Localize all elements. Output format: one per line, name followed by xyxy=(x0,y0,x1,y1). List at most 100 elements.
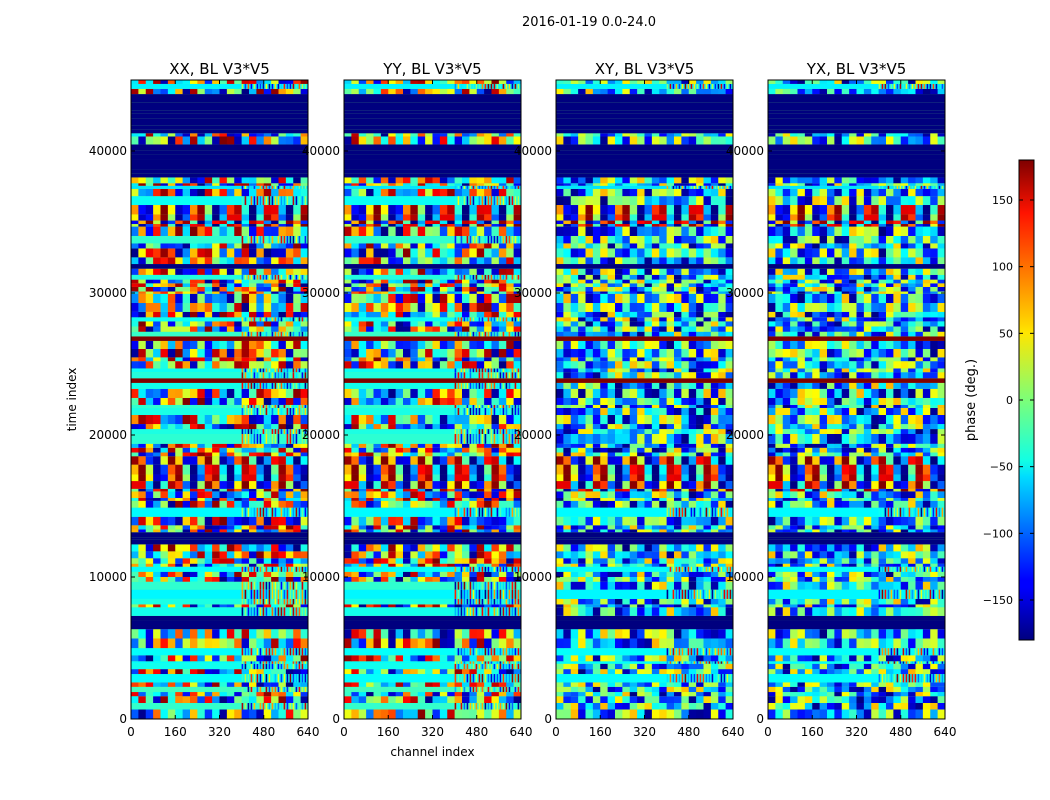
heatmap-cell xyxy=(373,224,382,227)
heatmap-cell xyxy=(265,686,268,693)
heatmap-cell xyxy=(666,589,669,599)
heatmap-cell xyxy=(219,464,228,475)
heatmap-cell xyxy=(432,692,441,697)
heatmap-cell xyxy=(475,686,478,693)
heatmap-cell xyxy=(263,286,272,292)
heatmap-cell xyxy=(496,607,499,616)
heatmap-cell xyxy=(388,491,397,499)
heatmap-cell xyxy=(241,648,244,656)
heatmap-cell xyxy=(219,669,228,675)
heatmap-cell xyxy=(380,226,389,236)
heatmap-cell xyxy=(570,682,579,687)
heatmap-cell xyxy=(651,551,660,559)
heatmap-band xyxy=(344,663,521,670)
heatmap-band xyxy=(344,378,521,383)
heatmap-cell xyxy=(460,407,463,416)
heatmap-cell xyxy=(432,551,441,559)
heatmap-cell xyxy=(244,331,247,337)
heatmap-cell xyxy=(301,331,304,337)
heatmap-cell xyxy=(718,598,727,605)
heatmap-cell xyxy=(175,516,184,526)
heatmap-cell xyxy=(681,661,684,664)
heatmap-cell xyxy=(491,692,500,697)
heatmap-cell xyxy=(600,638,609,649)
heatmap-cell xyxy=(513,629,521,639)
heatmap-cell xyxy=(410,498,419,501)
heatmap-cell xyxy=(262,589,265,599)
heatmap-cell xyxy=(703,544,712,552)
heatmap-cell xyxy=(285,456,294,465)
heatmap-cell xyxy=(300,321,308,327)
heatmap-cell xyxy=(476,669,485,675)
heatmap-cell xyxy=(723,674,726,683)
heatmap-cell xyxy=(263,696,272,703)
heatmap-cell xyxy=(681,696,690,703)
heatmap-cell xyxy=(629,544,638,552)
heatmap-cell xyxy=(513,709,521,719)
heatmap-cell xyxy=(241,686,244,693)
heatmap-cell xyxy=(439,571,448,577)
heatmap-cell xyxy=(439,357,448,362)
heatmap-cell xyxy=(506,177,515,184)
heatmap-cell xyxy=(629,563,638,567)
heatmap-cell xyxy=(454,692,463,697)
heatmap-cell xyxy=(278,491,287,499)
heatmap-cell xyxy=(380,696,389,703)
heatmap-cell xyxy=(182,529,191,533)
heatmap-cell xyxy=(725,558,733,564)
heatmap-cell xyxy=(131,516,139,526)
heatmap-cell xyxy=(241,481,250,489)
heatmap-cell xyxy=(476,188,485,197)
heatmap-cell xyxy=(425,183,433,186)
heatmap-cell xyxy=(447,576,456,582)
heatmap-cell xyxy=(432,443,441,448)
heatmap-cell xyxy=(699,661,702,664)
heatmap-cell xyxy=(484,397,492,405)
heatmap-cell xyxy=(457,581,460,590)
heatmap-cell xyxy=(351,551,360,559)
heatmap-cell xyxy=(241,303,250,312)
heatmap-cell xyxy=(454,183,463,186)
heatmap-cell xyxy=(578,696,586,703)
heatmap-cell xyxy=(277,674,280,683)
heatmap-cell xyxy=(460,235,463,244)
heatmap-cell xyxy=(578,604,586,608)
heatmap-cell xyxy=(190,452,198,457)
heatmap-cell xyxy=(268,663,271,670)
heatmap-cell xyxy=(505,382,508,389)
heatmap-cell xyxy=(278,558,287,564)
heatmap-cell xyxy=(454,317,457,322)
heatmap-cell xyxy=(249,311,257,318)
heatmap-cell xyxy=(462,655,470,662)
heatmap-cell xyxy=(278,248,287,258)
heatmap-cell xyxy=(263,629,272,639)
heatmap-cell xyxy=(160,516,169,526)
heatmap-cell xyxy=(301,607,304,616)
heatmap-cell xyxy=(454,136,463,145)
heatmap-cell xyxy=(462,388,470,398)
heatmap-cell xyxy=(457,433,460,444)
heatmap-cell xyxy=(167,544,176,552)
heatmap-cell xyxy=(263,183,272,186)
heatmap-cell xyxy=(145,243,154,249)
heatmap-cell xyxy=(351,500,360,508)
heatmap-cell xyxy=(256,424,265,430)
heatmap-cell xyxy=(358,183,367,186)
heatmap-cell xyxy=(234,311,243,318)
heatmap-cell xyxy=(293,279,302,284)
heatmap-cell xyxy=(469,279,478,284)
y-tick-label: 30000 xyxy=(89,286,127,300)
heatmap-cell xyxy=(493,185,496,189)
heatmap-cell xyxy=(241,268,250,275)
heatmap-cell xyxy=(285,397,294,405)
heatmap-cell xyxy=(153,321,161,327)
heatmap-cell xyxy=(226,669,235,675)
heatmap-cell xyxy=(447,464,456,475)
heatmap-cell xyxy=(447,638,456,649)
heatmap-cell xyxy=(249,500,257,508)
heatmap-cell xyxy=(268,581,271,590)
heatmap-cell xyxy=(256,692,265,697)
heatmap-cell xyxy=(300,669,308,675)
heatmap-cell xyxy=(244,83,247,89)
heatmap-cell xyxy=(373,348,382,358)
